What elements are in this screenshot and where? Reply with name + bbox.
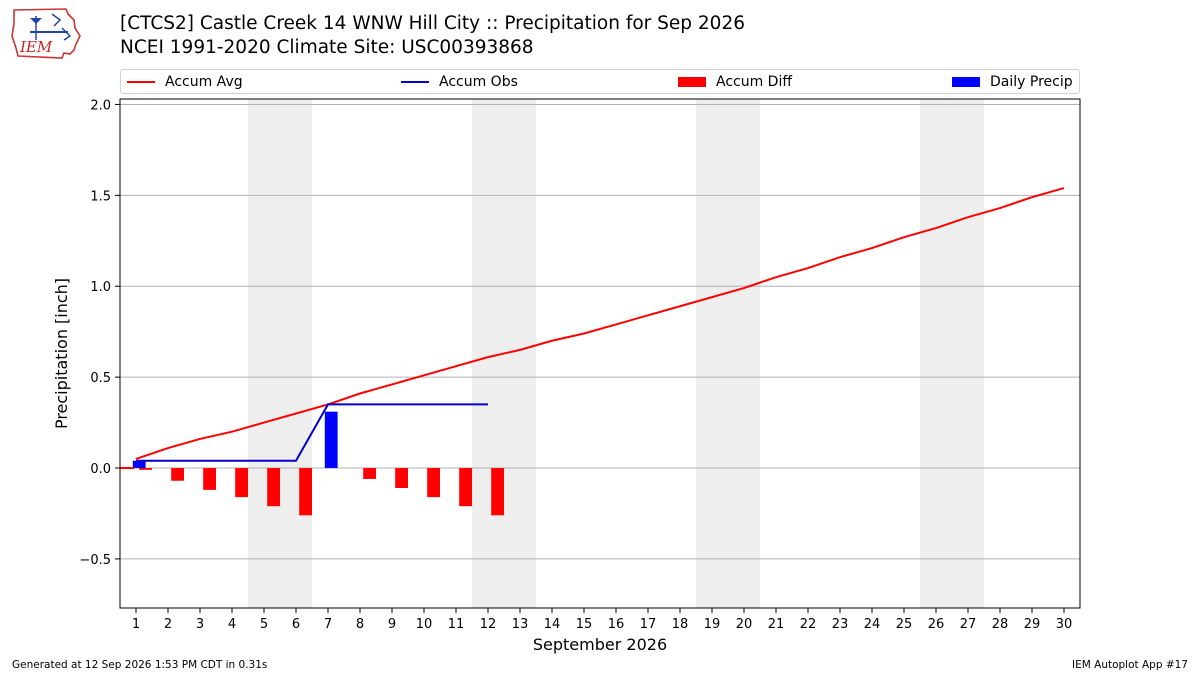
x-tick-label-23: 23 (832, 617, 849, 632)
legend-label-accum-avg: Accum Avg (165, 73, 243, 90)
accum-obs-line (136, 403, 488, 462)
x-tick-label-22: 22 (800, 617, 817, 632)
x-tick-label-17: 17 (640, 617, 657, 632)
legend-swatch-accum-avg (127, 80, 155, 83)
legend-label-accum-obs: Accum Obs (439, 73, 518, 90)
x-tick-label-15: 15 (576, 617, 593, 632)
diff-bar-day-10 (427, 468, 440, 498)
title-line-1: [CTCS2] Castle Creek 14 WNW Hill City ::… (120, 13, 745, 34)
weekend-band-3 (920, 99, 984, 608)
diff-bar-day-11 (459, 468, 472, 507)
x-tick-label-19: 19 (704, 617, 721, 632)
y-tick-label-1: 0.0 (90, 462, 111, 477)
x-tick-label-29: 29 (1024, 617, 1041, 632)
diff-bar-day-3 (203, 468, 216, 490)
x-tick-label-26: 26 (928, 617, 945, 632)
y-tick-label-5: 2.0 (90, 98, 111, 113)
y-axis-label: Precipitation [inch] (52, 278, 71, 429)
diff-bar-day-1 (139, 468, 152, 470)
x-tick-label-1: 1 (132, 617, 140, 632)
accum-avg-line (135, 187, 1065, 460)
chart-title: [CTCS2] Castle Creek 14 WNW Hill City ::… (120, 12, 745, 60)
legend-item-accum-obs: Accum Obs (401, 70, 518, 93)
legend-item-accum-avg: Accum Avg (127, 70, 243, 93)
chart-legend: Accum Avg Accum Obs Accum Diff Daily Pre… (120, 69, 1080, 94)
x-tick-label-6: 6 (292, 617, 300, 632)
logo-text: IEM (19, 38, 53, 56)
x-tick-label-8: 8 (356, 617, 364, 632)
iem-logo: IEM (11, 8, 81, 59)
x-tick-label-11: 11 (448, 617, 465, 632)
diff-bar-day-9 (395, 468, 408, 489)
diff-bar-day-2 (171, 468, 184, 481)
x-tick-label-27: 27 (960, 617, 977, 632)
diff-bar-day-5 (267, 468, 280, 507)
x-tick-label-7: 7 (324, 617, 332, 632)
x-tick-label-24: 24 (864, 617, 881, 632)
legend-label-accum-diff: Accum Diff (716, 73, 793, 90)
weekend-band-2 (696, 99, 760, 608)
x-tick-label-20: 20 (736, 617, 753, 632)
x-tick-label-18: 18 (672, 617, 689, 632)
legend-item-daily-precip: Daily Precip (952, 70, 1073, 93)
daily-precip-bar-day-7 (324, 411, 338, 469)
y-tick-label-2: 0.5 (90, 371, 111, 386)
footer-app: IEM Autoplot App #17 (1072, 659, 1188, 671)
legend-label-daily-precip: Daily Precip (990, 73, 1073, 90)
y-tick-label-3: 1.0 (90, 280, 111, 295)
footer-generated: Generated at 12 Sep 2026 1:53 PM CDT in … (12, 659, 268, 671)
x-tick-label-2: 2 (164, 617, 172, 632)
y-tick-label-0: −0.5 (79, 553, 111, 568)
weekend-band-0 (248, 99, 312, 608)
legend-swatch-accum-obs (401, 80, 429, 83)
x-tick-label-9: 9 (388, 617, 396, 632)
diff-bar-day-8 (363, 468, 376, 479)
x-tick-label-4: 4 (228, 617, 236, 632)
x-tick-label-13: 13 (512, 617, 529, 632)
legend-swatch-accum-diff (678, 76, 706, 87)
plot-frame (119, 98, 1081, 609)
x-tick-label-30: 30 (1056, 617, 1073, 632)
x-tick-label-14: 14 (544, 617, 561, 632)
legend-swatch-daily-precip (952, 76, 980, 87)
x-tick-label-21: 21 (768, 617, 785, 632)
daily-precip-bar-day-1 (132, 460, 146, 469)
x-tick-label-12: 12 (480, 617, 497, 632)
x-tick-label-3: 3 (196, 617, 204, 632)
legend-item-accum-diff: Accum Diff (678, 70, 792, 93)
diff-bar-day-4 (235, 468, 248, 498)
title-line-2: NCEI 1991-2020 Climate Site: USC00393868 (120, 37, 534, 58)
x-axis-label: September 2026 (533, 635, 667, 654)
x-tick-label-25: 25 (896, 617, 913, 632)
x-tick-label-5: 5 (260, 617, 268, 632)
x-tick-label-16: 16 (608, 617, 625, 632)
y-tick-label-4: 1.5 (90, 189, 111, 204)
diff-bar-day-12 (491, 468, 504, 516)
x-tick-label-10: 10 (416, 617, 433, 632)
x-tick-label-28: 28 (992, 617, 1009, 632)
diff-bar-day-6 (299, 468, 312, 516)
